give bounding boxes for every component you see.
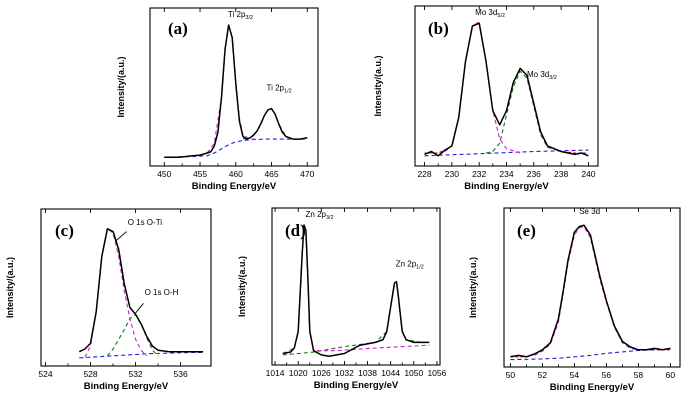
peak-annotation: Mo 3d3/2 <box>527 70 557 81</box>
x-axis-label: Binding Energy/eV <box>464 181 549 192</box>
chart-panel: 228 230 232 234 236 238 240 Binding Energy/eV In… <box>373 5 599 192</box>
annotation-text: Zn 2p <box>306 210 327 219</box>
y-axis-label: Intensity/(a.u.) <box>468 257 478 318</box>
panel-label: (c) <box>55 221 74 240</box>
x-tick-label: 1026 <box>312 368 331 378</box>
annotation-subscript: 3/2 <box>245 15 253 21</box>
series-line <box>424 21 589 154</box>
x-tick-label: 52 <box>538 370 548 380</box>
x-tick-label: 60 <box>666 370 676 380</box>
annotation-text: Ti 2p <box>267 84 285 93</box>
plot-frame <box>149 7 319 167</box>
x-tick-label: 236 <box>527 169 541 179</box>
annotation-text: O 1s O-H <box>145 288 179 297</box>
peak-annotation: Ti 2p3/2 <box>228 10 253 21</box>
x-tick-label: 1014 <box>266 368 285 378</box>
series-line <box>282 281 430 356</box>
plot-frame <box>503 207 681 368</box>
chart-panel: 1014 1020 1026 1032 1038 1044 1050 1056 Binding … <box>237 207 447 391</box>
panel-label: (e) <box>517 221 536 240</box>
x-tick-label: 56 <box>602 370 612 380</box>
x-tick-label: 1020 <box>289 368 308 378</box>
series-line <box>534 226 639 356</box>
x-axis-label: Binding Energy/eV <box>84 381 169 392</box>
annotation-text: Ti 2p <box>228 10 246 19</box>
chart-panel: 450 455 460 465 470 Binding Energy/eV Intensit… <box>116 7 319 192</box>
x-tick-label: 234 <box>499 169 513 179</box>
series-line <box>282 224 430 357</box>
annotation-arrow <box>115 231 127 242</box>
x-tick-label: 1038 <box>358 368 377 378</box>
chart-panel: 524 528 532 536 Binding Energy/eV Intensity/(… <box>5 208 212 392</box>
x-tick-label: 228 <box>417 169 431 179</box>
annotation-arrow <box>135 303 144 314</box>
series-line <box>206 24 258 154</box>
annotation-subscript: 5/2 <box>497 13 505 19</box>
panel-label: (a) <box>168 19 188 38</box>
x-tick-label: 1056 <box>427 368 446 378</box>
annotation-text: Se 3d <box>579 207 600 216</box>
x-tick-label: 470 <box>300 169 314 179</box>
x-tick-label: 465 <box>264 169 278 179</box>
chart-panel: 50 52 54 56 58 60 Binding Energy/eV Intensity/(… <box>468 207 681 393</box>
series-line <box>78 228 204 353</box>
series-line <box>485 70 562 154</box>
annotation-subscript: 1/2 <box>284 89 292 95</box>
y-axis-label: Intensity/(a.u.) <box>116 56 126 117</box>
x-tick-label: 1032 <box>335 368 354 378</box>
plot-frame <box>40 208 212 367</box>
panel-label: (d) <box>285 221 306 240</box>
annotation-subscript: 3/2 <box>549 75 557 81</box>
annotation-text: O 1s O-Ti <box>128 218 163 227</box>
series-line <box>282 224 430 354</box>
peak-annotation: Zn 2p1/2 <box>396 260 424 271</box>
x-tick-label: 532 <box>128 369 142 379</box>
series-line <box>424 22 589 157</box>
series-line <box>510 224 671 358</box>
annotation-text: Mo 3d <box>475 8 497 17</box>
series-line <box>510 224 671 358</box>
x-tick-label: 1050 <box>404 368 423 378</box>
annotation-text: Zn 2p <box>396 260 417 269</box>
x-tick-label: 528 <box>83 369 97 379</box>
y-axis-label: Intensity/(a.u.) <box>237 256 247 317</box>
peak-annotation: O 1s O-Ti <box>128 218 163 227</box>
annotation-text: Mo 3d <box>527 70 549 79</box>
peak-annotation: Ti 2p1/2 <box>267 84 292 95</box>
x-axis-label: Binding Energy/eV <box>550 382 635 393</box>
x-tick-label: 524 <box>38 369 52 379</box>
x-axis-label: Binding Energy/eV <box>314 380 399 391</box>
y-axis-label: Intensity/(a.u.) <box>373 55 383 116</box>
panel-label: (b) <box>428 19 449 38</box>
x-tick-label: 54 <box>570 370 580 380</box>
x-tick-label: 232 <box>472 169 486 179</box>
peak-annotation: Mo 3d5/2 <box>475 8 505 19</box>
x-tick-label: 240 <box>581 169 595 179</box>
x-tick-label: 230 <box>445 169 459 179</box>
x-tick-label: 1044 <box>381 368 400 378</box>
series-line <box>164 138 308 158</box>
x-tick-label: 50 <box>506 370 516 380</box>
series-line <box>79 351 204 359</box>
x-axis-label: Binding Energy/eV <box>192 181 277 192</box>
series-line <box>424 149 589 157</box>
x-tick-label: 536 <box>174 369 188 379</box>
series-line <box>282 224 430 357</box>
x-tick-label: 455 <box>193 169 207 179</box>
series-line <box>84 228 148 358</box>
x-tick-label: 450 <box>157 169 171 179</box>
y-axis-label: Intensity/(a.u.) <box>5 257 15 318</box>
series-line <box>106 313 159 357</box>
peak-annotation: Zn 2p3/2 <box>306 210 334 221</box>
x-tick-label: 58 <box>634 370 644 380</box>
x-tick-label: 238 <box>554 169 568 179</box>
x-tick-label: 460 <box>229 169 243 179</box>
series-line <box>164 24 308 158</box>
annotation-subscript: 1/2 <box>416 265 424 271</box>
annotation-subscript: 3/2 <box>326 215 334 221</box>
series-line <box>242 108 301 140</box>
peak-annotation: O 1s O-H <box>145 288 179 297</box>
peak-annotation: Se 3d <box>579 207 600 216</box>
